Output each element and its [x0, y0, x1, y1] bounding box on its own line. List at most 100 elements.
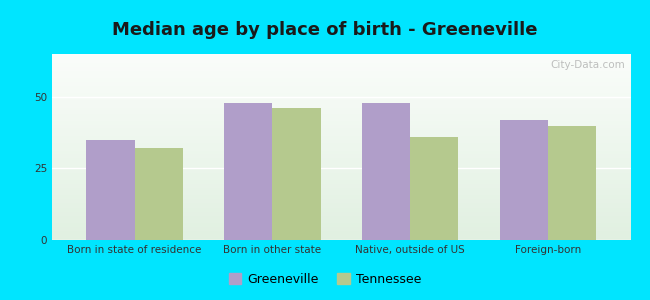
Bar [52, 65, 630, 67]
Bar [52, 97, 630, 99]
Bar [52, 119, 630, 121]
Bar [500, 120, 548, 240]
Bar [52, 67, 630, 69]
Bar [52, 178, 630, 181]
Bar [52, 117, 630, 119]
Bar [52, 208, 630, 210]
Bar [52, 102, 630, 104]
Bar [52, 173, 630, 175]
Bar [52, 71, 630, 73]
Bar [52, 110, 630, 112]
Bar [52, 69, 630, 71]
Bar [52, 134, 630, 136]
Bar [52, 108, 630, 110]
Bar [52, 140, 630, 141]
Bar [52, 149, 630, 151]
Bar [52, 201, 630, 203]
Bar [52, 113, 630, 116]
Bar [52, 181, 630, 182]
Bar [52, 218, 630, 220]
Bar [52, 91, 630, 93]
Bar [224, 103, 272, 240]
Bar [52, 223, 630, 225]
Bar [52, 60, 630, 61]
Bar [52, 195, 630, 197]
Bar [52, 154, 630, 156]
Bar [52, 238, 630, 240]
Bar [52, 153, 630, 154]
Bar [52, 80, 630, 82]
Bar [52, 112, 630, 113]
Bar [52, 123, 630, 125]
Bar [52, 182, 630, 184]
Bar [52, 205, 630, 206]
Bar [52, 210, 630, 212]
Bar [52, 194, 630, 195]
Legend: Greeneville, Tennessee: Greeneville, Tennessee [224, 268, 426, 291]
Bar [52, 227, 630, 229]
Bar [52, 156, 630, 158]
Bar [52, 160, 630, 162]
Bar [52, 177, 630, 178]
Bar [52, 136, 630, 138]
Bar [52, 116, 630, 117]
Bar [52, 199, 630, 201]
Bar [52, 206, 630, 208]
Bar [52, 236, 630, 238]
Bar [52, 225, 630, 227]
Bar [52, 220, 630, 221]
Bar [52, 104, 630, 106]
Bar [52, 184, 630, 186]
Bar [52, 125, 630, 127]
Bar [52, 214, 630, 216]
Bar [52, 197, 630, 199]
Bar [52, 151, 630, 153]
Bar [52, 229, 630, 231]
Bar [52, 88, 630, 89]
Bar [52, 85, 630, 88]
Bar [52, 166, 630, 167]
Bar [52, 61, 630, 63]
Bar [52, 164, 630, 166]
Bar [52, 130, 630, 132]
Bar [52, 188, 630, 190]
Bar [52, 100, 630, 102]
Bar [52, 132, 630, 134]
Bar [52, 128, 630, 130]
Bar [52, 221, 630, 223]
Bar [52, 231, 630, 233]
Bar [410, 137, 458, 240]
Bar [52, 63, 630, 65]
Bar [52, 121, 630, 123]
Bar [52, 143, 630, 145]
Bar [52, 141, 630, 143]
Bar [52, 84, 630, 85]
Bar [52, 234, 630, 236]
Bar [52, 127, 630, 128]
Bar [135, 148, 183, 240]
Bar [52, 147, 630, 149]
Bar [52, 186, 630, 188]
Bar [52, 175, 630, 177]
Bar [52, 145, 630, 147]
Bar [52, 190, 630, 192]
Bar [272, 108, 320, 240]
Bar [52, 138, 630, 140]
Bar [52, 106, 630, 108]
Bar [52, 89, 630, 91]
Bar [52, 167, 630, 169]
Bar [86, 140, 135, 240]
Bar [52, 169, 630, 171]
Bar [52, 93, 630, 95]
Bar [52, 162, 630, 164]
Text: Median age by place of birth - Greeneville: Median age by place of birth - Greenevil… [112, 21, 538, 39]
Bar [52, 171, 630, 173]
Bar [52, 76, 630, 78]
Bar [52, 82, 630, 84]
Bar [362, 103, 410, 240]
Bar [52, 99, 630, 100]
Bar [52, 54, 630, 56]
Bar [52, 74, 630, 76]
Bar [52, 95, 630, 97]
Bar [52, 216, 630, 218]
